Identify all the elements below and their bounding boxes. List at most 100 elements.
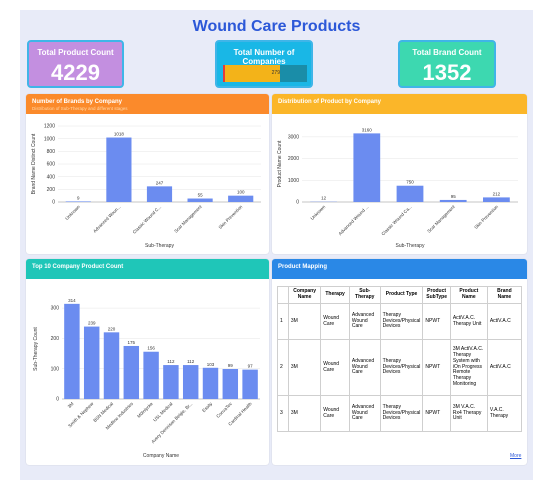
- table-cell: 3M V.A.C. Rx4 Therapy Unit: [449, 395, 488, 432]
- column-header[interactable]: Sub-Therapy: [348, 286, 381, 304]
- table-cell: 3: [277, 395, 289, 432]
- table-cell: Therapy Devices/Physical Devices: [379, 339, 424, 396]
- column-header[interactable]: Product Name: [449, 286, 488, 304]
- plot-area: 0 1000 2000 3000 12 Unknown 3160 Advanced Wound…: [277, 127, 518, 249]
- data-label: 220: [108, 326, 116, 331]
- bar: [242, 369, 258, 399]
- data-label: 212: [493, 191, 501, 196]
- data-label: 1018: [114, 132, 125, 137]
- y-tick-label: 3000: [288, 134, 299, 140]
- bar: [483, 197, 510, 202]
- data-label: 314: [68, 298, 76, 303]
- mapping-table-wrap: Company Name Therapy Sub-Therapy Product…: [277, 286, 523, 432]
- card-subtitle: Distribution of Sub-Therapy and differen…: [32, 106, 128, 111]
- bar: [222, 369, 239, 399]
- x-tick-label: Skin Prevention: [473, 204, 499, 230]
- x-tick-label: 3M: [67, 401, 75, 409]
- y-tick-label: 300: [51, 306, 60, 312]
- y-tick-label: 600: [47, 162, 56, 168]
- dashboard: Wound Care Products Total Product Count …: [20, 10, 533, 480]
- y-tick-label: 100: [51, 366, 60, 372]
- column-header[interactable]: Brand Name: [486, 286, 523, 304]
- table-cell: ActiV.A.C: [486, 303, 523, 340]
- x-axis-label: Sub-Therapy: [396, 243, 425, 249]
- more-link[interactable]: More: [510, 453, 522, 459]
- bar: [103, 332, 120, 399]
- y-tick-label: 1000: [44, 136, 55, 142]
- x-tick-label: Essity: [201, 401, 214, 414]
- companies-progress-value: 279: [271, 70, 280, 76]
- kpi-value: 4229: [51, 60, 100, 85]
- kpi-total-brands: Total Brand Count 1352: [398, 40, 496, 88]
- bar: [83, 326, 100, 399]
- products-bar-chart: 0 1000 2000 3000 12 Unknown 3160 Advanced Wound…: [277, 127, 518, 249]
- kpi-total-companies: Total Number of Companies 279: [215, 40, 313, 88]
- y-tick-label: 800: [47, 149, 56, 155]
- column-header[interactable]: Therapy: [320, 286, 350, 304]
- card-header: Distribution of Product by Company: [272, 94, 527, 114]
- card-header: Number of Brands by Company Distribution…: [26, 94, 269, 114]
- data-label: 3160: [362, 127, 373, 132]
- y-tick-label: 400: [47, 174, 56, 180]
- column-header[interactable]: Product SubType: [422, 286, 451, 304]
- data-label: 247: [156, 180, 164, 185]
- table-cell: 3M: [287, 395, 322, 432]
- table-row[interactable]: 1 3M Wound Care Advanced Wound Care Therapy …: [277, 303, 523, 340]
- bar: [439, 199, 467, 202]
- data-label: 97: [248, 364, 254, 369]
- mapping-table-body: 1 3M Wound Care Advanced Wound Care Therapy …: [277, 303, 523, 432]
- data-label: 99: [228, 363, 234, 368]
- data-label: 103: [207, 362, 215, 367]
- bar: [396, 185, 424, 202]
- x-tick-label: Unknown: [310, 204, 327, 221]
- y-tick-label: 0: [296, 200, 299, 206]
- y-tick-label: 200: [51, 336, 60, 342]
- data-label: 175: [128, 340, 136, 345]
- companies-progress-fill: [223, 65, 281, 82]
- data-label: 112: [187, 359, 195, 364]
- y-axis-label: Sub-Therapy Count: [33, 327, 39, 371]
- top10-company-card: Top 10 Company Product Count 0 100 200 300 3…: [26, 259, 269, 465]
- kpi-total-products: Total Product Count 4229: [27, 40, 124, 88]
- brands-bar-chart: 0 200 400 600 800 1000 1200 9 Unknown 1018 Advance…: [31, 124, 261, 249]
- column-header[interactable]: [277, 286, 289, 304]
- table-cell: Advanced Wound Care: [348, 395, 381, 432]
- table-cell: Advanced Wound Care: [348, 303, 381, 340]
- companies-progress-bar: 279: [223, 65, 307, 82]
- bar: [146, 186, 173, 202]
- bar: [143, 351, 159, 399]
- y-tick-label: 200: [47, 187, 56, 193]
- table-row[interactable]: 3 3M Wound Care Advanced Wound Care Therapy …: [277, 395, 523, 432]
- x-tick-label: Advanced Wound ...: [337, 204, 369, 236]
- bar: [182, 365, 199, 399]
- data-label: 112: [167, 359, 175, 364]
- data-label: 9: [77, 195, 80, 200]
- table-cell: Therapy Devices/Physical Devices: [379, 303, 424, 340]
- bar: [64, 303, 80, 399]
- bar: [65, 201, 91, 202]
- x-axis-label: Company Name: [143, 453, 179, 459]
- table-cell: ActiV.A.C. Therapy Unit: [449, 303, 488, 340]
- table-cell: NPWT: [422, 303, 451, 340]
- y-tick-label: 2000: [288, 156, 299, 162]
- mapping-table: Company Name Therapy Sub-Therapy Product…: [277, 286, 523, 432]
- x-tick-label: Classic Wound Ca...: [380, 204, 412, 236]
- table-cell: ActiV.A.C: [486, 339, 523, 396]
- data-label: 55: [198, 193, 204, 198]
- table-cell: 3M: [287, 339, 322, 396]
- x-tick-label: Scar Management: [173, 204, 203, 234]
- x-tick-label: Mölnlycke: [136, 401, 154, 419]
- plot-area: 0 200 400 600 800 1000 1200 9 Unknown 1018 Advance…: [31, 124, 261, 249]
- table-row[interactable]: 2 3M Wound Care Advanced Wound Care Therapy …: [277, 339, 523, 396]
- table-header-row: Company Name Therapy Sub-Therapy Product…: [277, 286, 523, 304]
- table-cell: NPWT: [422, 395, 451, 432]
- column-header[interactable]: Product Type: [379, 286, 424, 304]
- page-title: Wound Care Products: [192, 18, 361, 35]
- product-mapping-card: Product Mapping Company Name Therapy Sub…: [272, 259, 527, 465]
- y-axis-label: Brand Name Distinct Count: [31, 133, 37, 194]
- data-label: 100: [237, 190, 245, 195]
- table-cell: 3M ActiV.A.C. Therapy System with iOn Pr…: [449, 339, 488, 396]
- column-header[interactable]: Company Name: [287, 286, 322, 304]
